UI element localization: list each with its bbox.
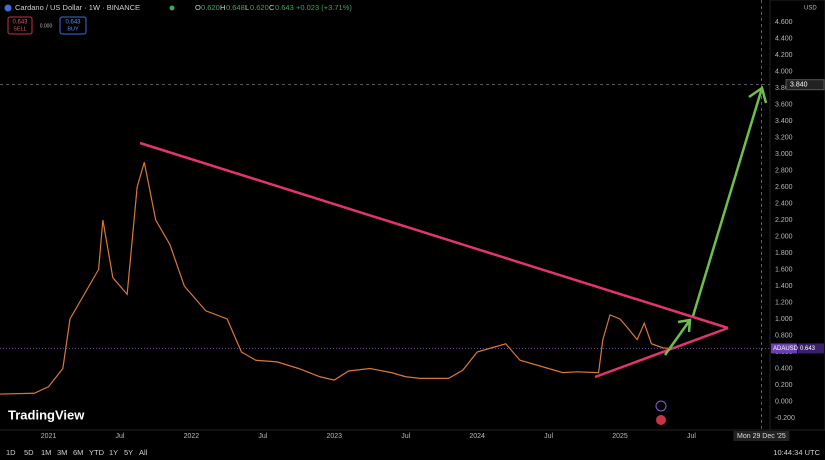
buy-price: 0.643 xyxy=(65,20,81,26)
crosshair-y-label: 3.840 xyxy=(790,82,808,89)
y-tick-label: 0.400 xyxy=(775,365,793,372)
range[interactable]: 3M xyxy=(57,448,67,457)
y-tick-label: 3.200 xyxy=(775,134,793,141)
sell-price: 0.643 xyxy=(12,20,28,26)
range[interactable]: YTD xyxy=(89,448,105,457)
buy-button[interactable] xyxy=(59,16,87,35)
x-tick-label: Jul xyxy=(116,433,125,440)
y-tick-label: -0.200 xyxy=(775,415,795,422)
crosshair-x-tag xyxy=(733,431,790,441)
event-icon[interactable] xyxy=(655,400,667,412)
range[interactable]: 6M xyxy=(73,448,83,457)
y-tick-label: 1.800 xyxy=(775,250,793,257)
last-price-label: 0.643 xyxy=(800,346,816,352)
price-axis xyxy=(769,0,825,431)
x-tick-label: 2025 xyxy=(612,433,628,440)
y-tick-label: 1.600 xyxy=(775,266,793,273)
y-tick-label: 4.600 xyxy=(775,19,793,26)
x-tick-label: 2024 xyxy=(469,433,485,440)
ohlc-key: L xyxy=(245,3,249,12)
x-tick-label: 2022 xyxy=(184,433,200,440)
range[interactable]: All xyxy=(139,448,148,457)
spread: 0.000 xyxy=(40,23,53,29)
range[interactable]: 1Y xyxy=(109,448,118,457)
y-tick-label: 4.000 xyxy=(775,68,793,75)
y-tick-label: 2.600 xyxy=(775,184,793,191)
x-tick-label: Jul xyxy=(687,433,696,440)
y-tick-label: 3.600 xyxy=(775,101,793,108)
trendline xyxy=(139,141,729,330)
x-tick-label: Jul xyxy=(544,433,553,440)
x-tick-label: 2021 xyxy=(41,433,57,440)
sell-label: SELL xyxy=(13,26,26,32)
trendline xyxy=(594,326,729,379)
sell-button[interactable] xyxy=(7,16,33,35)
clock: 10:44:34 UTC xyxy=(773,448,820,457)
ohlc-value: 0.643 xyxy=(275,3,294,12)
crosshair-y-tag xyxy=(785,79,825,91)
ohlc-key: C xyxy=(269,3,275,12)
y-tick-label: 3.000 xyxy=(775,151,793,158)
ohlc-value: 0.620 xyxy=(250,3,269,12)
symbol: Cardano / US Dollar · 1W · BINANCE xyxy=(15,3,140,12)
y-tick-label: 0.200 xyxy=(775,382,793,389)
y-tick-label: 0.800 xyxy=(775,332,793,339)
y-tick-label: 1.400 xyxy=(775,283,793,290)
price-line xyxy=(0,162,671,395)
range[interactable]: 1D xyxy=(6,448,16,457)
y-tick-label: 0.000 xyxy=(775,398,793,405)
currency: USD xyxy=(804,6,817,12)
y-tick-label: 4.400 xyxy=(775,35,793,42)
y-tick-label: 2.800 xyxy=(775,167,793,174)
y-tick-label: 4.200 xyxy=(775,52,793,59)
change: +0.023 (+3.71%) xyxy=(296,3,352,12)
series-name: ADAUSD xyxy=(773,346,799,352)
buy-label: BUY xyxy=(67,26,79,32)
ohlc-value: 0.620 xyxy=(201,3,220,12)
x-tick-label: 2023 xyxy=(326,433,342,440)
drawings xyxy=(139,85,768,379)
range[interactable]: 5Y xyxy=(124,448,133,457)
y-tick-label: 3.400 xyxy=(775,118,793,125)
y-tick-label: 2.000 xyxy=(775,233,793,240)
y-tick-label: 1.200 xyxy=(775,299,793,306)
ohlc-value: 0.648 xyxy=(226,3,245,12)
y-tick-label: 1.000 xyxy=(775,316,793,323)
ohlc-key: H xyxy=(220,3,225,12)
y-tick-label: 3.800 xyxy=(775,85,793,92)
series-tag xyxy=(771,343,797,354)
range[interactable]: 1M xyxy=(41,448,51,457)
status-dot xyxy=(169,5,175,11)
x-tick-label: Jul xyxy=(258,433,267,440)
range[interactable]: 5D xyxy=(24,448,34,457)
y-tick-label: 2.400 xyxy=(775,200,793,207)
y-tick-label: 2.200 xyxy=(775,217,793,224)
ohlc-key: O xyxy=(195,3,201,12)
crosshair-x-label: Mon 29 Dec '25 xyxy=(737,433,786,440)
logo: TradingView xyxy=(8,407,85,422)
arrow xyxy=(691,85,768,317)
symbol-icon xyxy=(4,4,12,12)
arrow xyxy=(663,318,692,356)
event-icon[interactable] xyxy=(656,415,666,425)
price-tag xyxy=(798,343,824,354)
x-tick-label: Jul xyxy=(401,433,410,440)
